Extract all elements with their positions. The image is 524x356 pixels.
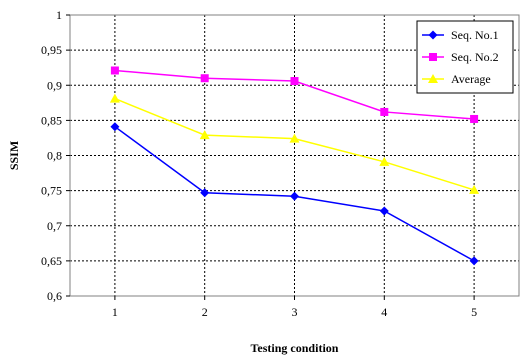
- y-tick-label: 0,65: [41, 254, 62, 268]
- data-point: [289, 133, 300, 143]
- y-tick-label: 0,85: [41, 113, 62, 127]
- legend-entry: Seq. No.2: [422, 50, 499, 64]
- data-point: [200, 188, 210, 198]
- grid-lines: [70, 15, 519, 296]
- data-point: [469, 256, 479, 266]
- data-point: [199, 130, 210, 140]
- legend: Seq. No.1 Seq. No.2 Average: [416, 20, 514, 94]
- data-point: [200, 74, 209, 83]
- data-point: [110, 66, 119, 75]
- data-point: [379, 156, 390, 166]
- y-tick-label: 0,95: [41, 43, 62, 57]
- y-tick-label: 0,9: [47, 78, 62, 92]
- x-tick-label: 2: [202, 305, 208, 319]
- x-axis-label: Testing condition: [251, 341, 339, 355]
- x-tick-label: 1: [112, 305, 118, 319]
- series-1: [110, 122, 479, 266]
- legend-marker: [428, 74, 438, 83]
- y-tick-label: 1: [56, 8, 62, 22]
- y-tick-label: 0,75: [41, 184, 62, 198]
- x-tick-label: 5: [471, 305, 477, 319]
- data-point: [469, 184, 480, 194]
- series-layer: [109, 66, 480, 266]
- y-tick-label: 0,8: [47, 149, 62, 163]
- legend-label: Seq. No.2: [451, 50, 499, 64]
- data-point: [470, 114, 479, 123]
- x-tick-label: 3: [292, 305, 298, 319]
- legend-label: Seq. No.1: [451, 28, 499, 42]
- series-2: [110, 66, 479, 123]
- data-point: [379, 206, 389, 216]
- legend-entry: Seq. No.1: [422, 28, 499, 42]
- data-point: [109, 93, 120, 103]
- data-point: [290, 77, 299, 86]
- legend-marker: [429, 53, 437, 61]
- x-axis-ticks: 1 2 3 4 5: [112, 296, 477, 319]
- y-axis-label: SSIM: [7, 141, 21, 170]
- data-point: [380, 107, 389, 116]
- legend-marker: [428, 30, 438, 40]
- y-axis-ticks: 0,6 0,65 0,7 0,75 0,8 0,85 0,9 0,95 1: [41, 8, 70, 303]
- y-tick-label: 0,6: [47, 289, 62, 303]
- data-point: [290, 191, 299, 201]
- legend-label: Average: [451, 72, 491, 86]
- legend-entry: Average: [422, 72, 491, 86]
- y-tick-label: 0,7: [47, 219, 62, 233]
- series-3: [109, 93, 480, 194]
- data-point: [110, 122, 120, 132]
- x-tick-label: 4: [381, 305, 387, 319]
